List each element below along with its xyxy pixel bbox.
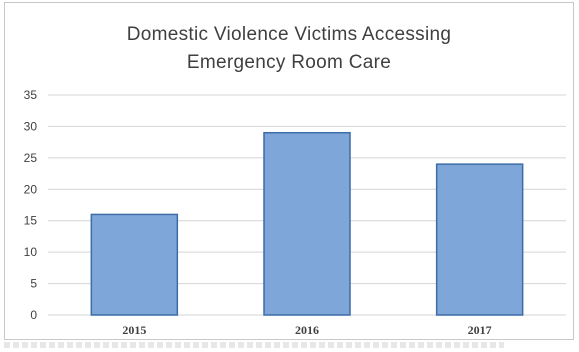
- y-tick-label: 0: [30, 308, 37, 322]
- y-tick-label: 15: [24, 214, 38, 228]
- chart-title-line-1: Domestic Violence Victims Accessing: [126, 24, 452, 45]
- y-tick-label: 35: [24, 88, 38, 102]
- y-tick-label: 5: [30, 277, 37, 291]
- y-tick-label: 20: [24, 182, 38, 196]
- chart-title-line-2: Emergency Room Care: [186, 52, 392, 73]
- scan-artifact-line: [4, 342, 504, 348]
- bar-2017: [435, 163, 524, 316]
- chart-title: Domestic Violence Victims Accessing Emer…: [5, 21, 573, 77]
- y-tick-label: 10: [24, 245, 38, 259]
- bar-2016: [263, 131, 351, 316]
- y-tick-label: 30: [24, 119, 38, 133]
- x-tick-label: 2016: [295, 323, 319, 337]
- x-tick-label: 2015: [122, 323, 146, 337]
- bar-2015: [90, 213, 179, 316]
- y-tick-label: 25: [24, 151, 38, 165]
- x-tick-label: 2017: [468, 323, 492, 337]
